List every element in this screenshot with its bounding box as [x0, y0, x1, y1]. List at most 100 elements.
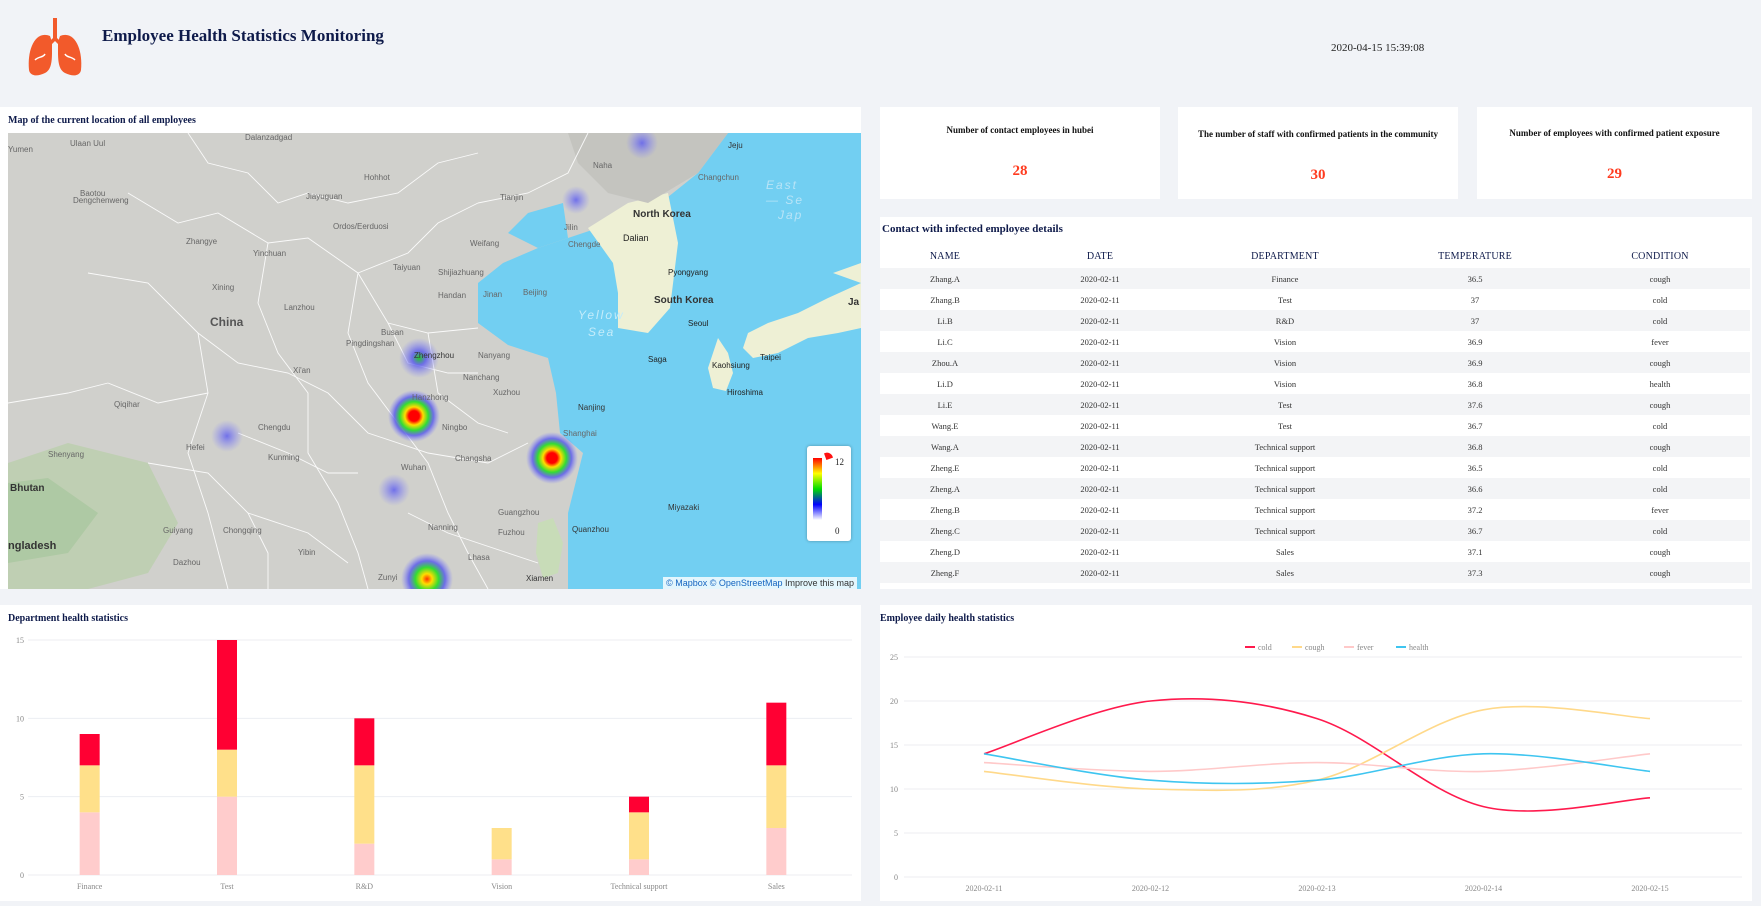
bar-x-tick-label: Test: [220, 882, 234, 891]
table-cell: Sales: [1190, 583, 1380, 590]
map-city: Miyazaki: [668, 503, 700, 512]
table-row[interactable]: Li.E 2020-02-11 Test 37.6 cough: [880, 394, 1750, 415]
map-city: Saga: [648, 355, 667, 364]
map-label-jap: Jap: [778, 208, 804, 222]
bar-segment[interactable]: [491, 828, 512, 860]
stat-card-community-confirmed: The number of staff with confirmed patie…: [1178, 107, 1458, 199]
bar-segment[interactable]: [629, 812, 649, 860]
table-cell: 36.8: [1467, 378, 1483, 389]
series-line-cold[interactable]: [983, 698, 1651, 812]
table-row[interactable]: Li.D 2020-02-11 Vision 36.8 health: [880, 373, 1750, 394]
bar-segment[interactable]: [354, 765, 375, 844]
table-cell: 2020-02-11: [1080, 462, 1120, 473]
map-city: Taipei: [760, 353, 781, 362]
map-city: Fuzhou: [498, 528, 525, 537]
map-city: Nanning: [428, 523, 458, 532]
legend-label[interactable]: health: [1409, 643, 1429, 652]
table-row[interactable]: Zheng.D 2020-02-11 Sales 37.1 cough: [880, 541, 1750, 562]
table-cell: 37: [1380, 310, 1570, 331]
department-health-panel: Department health statistics 0 5 10 15 Finan…: [0, 605, 861, 901]
table-cell: cold: [1652, 420, 1668, 431]
table-cell: cough: [1570, 268, 1750, 289]
table-row[interactable]: Zheng.F 2020-02-11 Sales 37.3 cough: [880, 562, 1750, 583]
table-cell: 2020-02-11: [1010, 394, 1190, 415]
bar-segment[interactable]: [217, 640, 237, 750]
map-label-yellow: Yellow: [578, 308, 625, 322]
bar-segment[interactable]: [766, 828, 787, 875]
map-city: Baotou: [80, 189, 106, 198]
bar-segment[interactable]: [79, 734, 100, 766]
map-city: Qiqihar: [114, 400, 140, 409]
map-label-north-korea: North Korea: [633, 209, 691, 220]
table-row[interactable]: Zheng.B 2020-02-11 Technical support 37.2 fe…: [880, 499, 1750, 520]
table-cell: 36.8: [1380, 436, 1570, 457]
map-city: Yumen: [8, 145, 33, 154]
bar-segment[interactable]: [354, 718, 375, 766]
bar-x-tick-label: Vision: [491, 882, 512, 891]
bar-y-tick-label: 0: [20, 871, 24, 880]
series-line-health[interactable]: [983, 752, 1651, 785]
table-row[interactable]: Li.B 2020-02-11 R&D 37 cold: [880, 310, 1750, 331]
map-label-se: — Se: [766, 193, 805, 207]
table-cell: cough: [1570, 436, 1750, 457]
legend-label[interactable]: fever: [1357, 643, 1374, 652]
department-bar-chart: 0 5 10 15 Finance Test R&D Vision Technical supp…: [16, 636, 852, 891]
map-city: Jiayuguan: [306, 192, 343, 201]
map-city: Hefei: [186, 443, 205, 452]
legend-label[interactable]: cough: [1305, 643, 1325, 652]
bar-segment[interactable]: [79, 765, 100, 813]
department-chart-title: Department health statistics: [8, 613, 128, 624]
table-cell: fever: [1651, 336, 1669, 347]
series-line-fever[interactable]: [983, 753, 1651, 773]
table-row[interactable]: Zhang.B 2020-02-11 Test 37 cold: [880, 289, 1750, 310]
mapbox-link[interactable]: © Mapbox: [666, 578, 708, 588]
bar-segment[interactable]: [491, 859, 512, 875]
table-cell: 2020-02-11: [1010, 352, 1190, 373]
improve-map-link[interactable]: Improve this map: [784, 578, 854, 588]
bar-segment[interactable]: [629, 796, 649, 813]
bar-segment[interactable]: [79, 812, 100, 875]
table-cell: 2020-02-11: [1010, 310, 1190, 331]
table-row[interactable]: Zheng.A 2020-02-11 Technical support 36.6 co…: [880, 478, 1750, 499]
line-y-tick-label: 0: [894, 873, 898, 882]
daily-chart-title: Employee daily health statistics: [880, 613, 1015, 624]
legend-label[interactable]: cold: [1258, 643, 1272, 652]
bar-segment[interactable]: [766, 702, 787, 766]
map-city: Yibin: [298, 548, 316, 557]
map-city: Xining: [212, 283, 235, 292]
map-city: Hiroshima: [727, 388, 764, 397]
table-row[interactable]: Zheng.C 2020-02-11 Technical support 36.7 co…: [880, 520, 1750, 541]
bar-segment[interactable]: [629, 859, 649, 875]
stat-card-patient-exposure: Number of employees with confirmed patie…: [1477, 107, 1752, 199]
bar-segment[interactable]: [766, 765, 787, 828]
table-row[interactable]: Zheng.E 2020-02-11 Technical support 36.5 co…: [880, 457, 1750, 478]
employee-location-map[interactable]: China North Korea South Korea Bhutan ngl…: [8, 133, 861, 589]
table-row[interactable]: Li.C 2020-02-11 Vision 36.9 fever: [880, 331, 1750, 352]
map-city: Xiamen: [526, 574, 554, 583]
table-row[interactable]: Zhou.A 2020-02-11 Vision 36.9 cough: [880, 352, 1750, 373]
table-cell: 2020-02-11: [1010, 436, 1190, 457]
table-cell: Zhang.B: [930, 294, 960, 305]
table-cell: Li.E: [880, 394, 1010, 415]
table-cell: 37.3: [1380, 562, 1570, 583]
table-cell: Vision: [1273, 336, 1297, 347]
table-cell: 2020-02-11: [1010, 520, 1190, 541]
stat-card-label: Number of employees with confirmed patie…: [1509, 128, 1720, 138]
table-cell: 2020-02-11: [1080, 294, 1120, 305]
table-cell: Technical support: [1190, 436, 1380, 457]
table-row[interactable]: Zhang.A 2020-02-11 Finance 36.5 cough: [880, 268, 1750, 289]
table-cell: 2020-02-11: [1080, 420, 1120, 431]
table-row[interactable]: Wang.A 2020-02-11 Technical support 36.8 cou…: [880, 436, 1750, 457]
bar-segment[interactable]: [217, 749, 237, 797]
map-city: Dalanzadgad: [245, 133, 293, 142]
openstreetmap-link[interactable]: © OpenStreetMap: [709, 578, 783, 588]
bar-segment[interactable]: [354, 843, 375, 875]
map-city: Quanzhou: [572, 525, 609, 534]
table-row[interactable]: Wang.E 2020-02-11 Test 36.7 cold: [880, 415, 1750, 436]
bar-segment[interactable]: [217, 796, 237, 875]
map-city: Kunming: [268, 453, 300, 462]
table-cell: Wang.E: [931, 420, 959, 431]
heatmap-min-label: 0: [835, 526, 840, 536]
table-cell: cold: [1652, 462, 1668, 473]
